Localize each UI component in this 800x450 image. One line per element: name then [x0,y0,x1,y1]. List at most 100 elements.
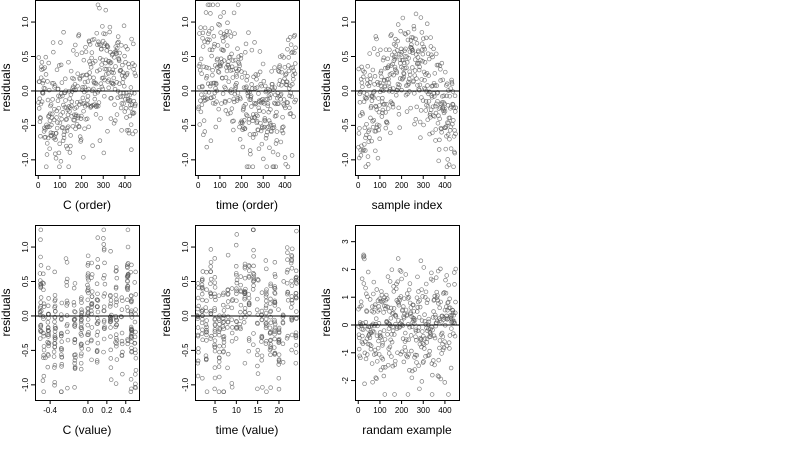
data-point [108,248,113,254]
data-point [435,268,441,274]
data-point [220,334,226,340]
data-point [129,147,134,152]
data-point [281,97,287,102]
data-point [376,127,381,133]
data-point [246,295,252,301]
data-point [369,361,375,366]
data-point [361,253,367,259]
data-point [408,333,414,338]
data-point [199,71,204,76]
data-point [204,74,210,79]
data-point [38,322,44,328]
data-point [383,110,388,115]
data-point [79,307,84,312]
data-point [252,100,257,106]
data-point [80,101,85,107]
data-point [41,331,46,336]
data-point [114,265,119,270]
data-point [388,130,393,136]
data-point [430,372,435,378]
data-point [228,68,233,73]
data-point [195,360,201,366]
data-point [395,22,401,27]
data-point [129,36,134,42]
data-point [248,151,253,157]
data-point [442,108,448,114]
data-point [96,41,102,47]
data-point [204,327,209,333]
data-point [438,67,443,72]
data-point [259,141,265,147]
data-point [113,317,119,323]
data-point [364,352,370,357]
data-point [286,68,292,74]
data-point [272,352,277,357]
data-point [406,295,412,300]
data-point [131,110,137,116]
data-point [375,345,381,351]
data-point [133,355,139,361]
data-point [56,150,62,156]
data-point [125,341,130,347]
data-point [72,117,77,123]
data-point [108,298,114,303]
data-point [217,374,222,380]
data-point [204,389,210,394]
data-point [422,85,427,91]
data-point [205,37,210,42]
data-point [395,256,401,261]
data-point [383,364,388,370]
data-point [451,134,457,139]
data-point [216,364,222,369]
data-point [113,336,119,341]
data-point [82,79,88,85]
data-point [124,71,130,76]
data-point [212,342,217,348]
data-point [89,325,95,330]
data-point [390,89,395,94]
y-tick-label: -0.5 [181,118,190,132]
data-point [119,43,124,48]
data-point [217,22,222,28]
data-point [126,128,131,133]
data-point [443,146,449,152]
data-point [50,97,55,102]
data-point [125,227,131,233]
data-point [108,334,113,339]
data-point [263,298,269,304]
data-point [396,325,402,330]
data-point [396,302,402,308]
data-point [79,295,84,300]
data-point [408,37,414,43]
data-point [89,50,95,55]
data-point [209,53,214,59]
data-point [133,307,138,312]
data-point [78,297,84,302]
data-point [423,35,429,41]
data-point [227,98,232,103]
data-point [289,246,295,252]
data-point [226,79,231,84]
data-point [59,80,65,85]
data-point [384,119,389,125]
data-point [263,258,269,263]
data-point [95,264,101,270]
data-point [238,96,243,102]
data-point [293,330,299,335]
data-point [275,152,281,157]
data-point [417,87,422,93]
data-point [399,49,405,55]
data-point [52,314,58,320]
data-point [101,242,106,247]
data-point [101,318,107,323]
data-point [256,146,262,152]
data-point [132,91,137,96]
data-point [385,106,391,111]
data-point [272,321,278,327]
data-point [234,271,239,276]
data-point [247,132,253,137]
data-point [399,319,404,324]
data-point [63,256,69,261]
data-point [73,355,78,360]
data-point [119,295,125,300]
